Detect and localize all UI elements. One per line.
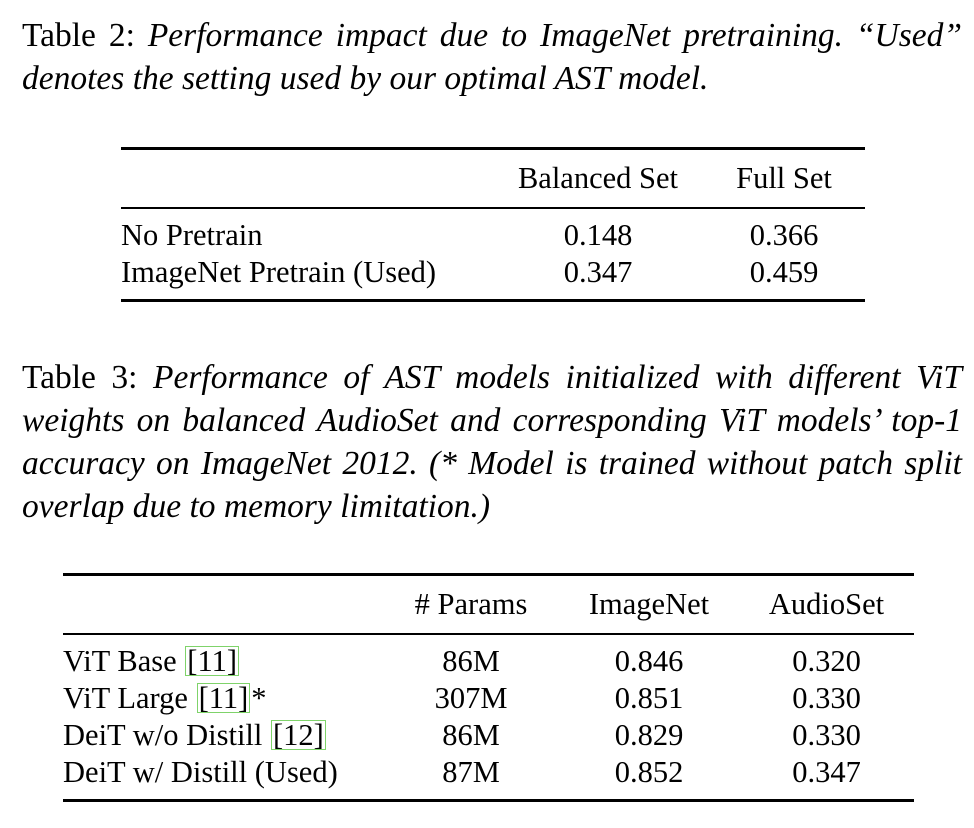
table-row: No Pretrain 0.148 0.366: [121, 208, 865, 254]
column-header: [121, 149, 493, 209]
citation-link[interactable]: [11]: [185, 644, 239, 678]
table-row: DeiT w/ Distill (Used) 87M 0.852 0.347: [63, 754, 914, 801]
table-row: ViT Large [11]* 307M 0.851 0.330: [63, 680, 914, 717]
row-label: DeiT w/o Distill [12]: [63, 717, 383, 754]
table-2-caption-label: Table 2:: [22, 17, 135, 54]
row-label: ViT Base [11]: [63, 634, 383, 680]
table-3: # Params ImageNet AudioSet ViT Base [11]…: [63, 573, 914, 802]
column-header: Balanced Set: [517, 161, 679, 195]
table-cell: 0.851: [614, 681, 684, 715]
table-cell: 0.829: [614, 718, 684, 752]
table-cell: 87M: [442, 755, 500, 789]
table-cell: 0.148: [563, 218, 633, 252]
citation-link[interactable]: [11]: [196, 681, 251, 715]
table-cell: 307M: [434, 681, 508, 715]
model-name: DeiT w/ Distill (Used): [63, 755, 338, 789]
table-cell: 0.330: [792, 718, 861, 752]
table-3-caption-label: Table 3:: [22, 359, 138, 396]
model-name: ViT Large: [63, 681, 196, 715]
table-cell: 0.459: [749, 255, 819, 289]
table-row: ViT Base [11] 86M 0.846 0.320: [63, 634, 914, 680]
table-2: Balanced Set Full Set No Pretrain 0.148 …: [121, 147, 865, 302]
table-cell: 0.330: [792, 681, 861, 715]
table-cell: 0.846: [614, 644, 684, 678]
row-label: No Pretrain: [121, 218, 263, 252]
column-header: # Params: [414, 587, 528, 621]
model-name: DeiT w/o Distill: [63, 718, 271, 752]
table-cell: 0.320: [792, 644, 861, 678]
row-label: ViT Large [11]*: [63, 680, 383, 717]
table-cell: 86M: [442, 718, 500, 752]
table-cell: 0.366: [749, 218, 819, 252]
citation-link[interactable]: [12]: [271, 718, 326, 752]
table-3-caption: Table 3: Performance of AST models initi…: [22, 356, 962, 528]
model-name: ViT Base: [63, 644, 185, 678]
table-2-caption: Table 2: Performance impact due to Image…: [22, 14, 962, 100]
table-cell: 0.852: [614, 755, 684, 789]
table-cell: 86M: [442, 644, 500, 678]
table-header-row: Balanced Set Full Set: [121, 148, 865, 209]
column-header: [63, 575, 383, 635]
column-header: AudioSet: [768, 587, 885, 621]
table-cell: 0.347: [563, 255, 633, 289]
column-header: ImageNet: [588, 587, 710, 621]
row-label: DeiT w/ Distill (Used): [63, 754, 383, 801]
table-row: DeiT w/o Distill [12] 86M 0.829 0.330: [63, 717, 914, 754]
table-cell: 0.347: [792, 755, 861, 789]
table-row: ImageNet Pretrain (Used) 0.347 0.459: [121, 254, 865, 301]
table-3-caption-text: Performance of AST models initialized wi…: [22, 359, 962, 525]
table-2-caption-text: Performance impact due to ImageNet pretr…: [22, 17, 963, 97]
column-header: Full Set: [736, 161, 832, 195]
footnote-marker: *: [251, 681, 267, 715]
table-header-row: # Params ImageNet AudioSet: [63, 574, 914, 635]
row-label: ImageNet Pretrain (Used): [121, 255, 437, 289]
